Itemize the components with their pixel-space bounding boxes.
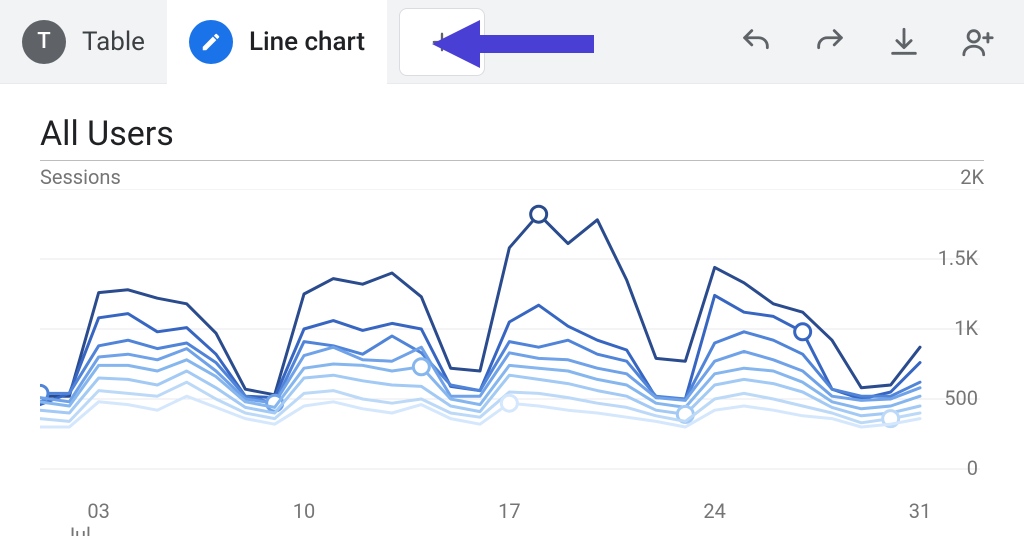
person-add-icon [961, 25, 995, 59]
y-tick-label: 500 [944, 386, 978, 410]
redo-button[interactable] [808, 20, 852, 64]
x-tick-label: 10 [293, 499, 315, 523]
y-tick-max: 2K [960, 165, 984, 189]
table-tab-label: Table [82, 27, 145, 57]
title-divider [40, 160, 984, 161]
undo-icon [739, 25, 773, 59]
download-icon [887, 25, 921, 59]
line-tab-badge [189, 20, 233, 64]
y-tick-label: 1.5K [938, 246, 979, 270]
x-tick-label: 17 [498, 499, 520, 523]
y-axis-label: Sessions [40, 165, 121, 189]
line-tab-label: Line chart [249, 27, 365, 57]
tab-bar: T Table Line chart [0, 0, 1024, 84]
y-tick-label: 1K [954, 316, 978, 340]
share-button[interactable] [956, 20, 1000, 64]
table-tab-badge: T [22, 20, 66, 64]
redo-icon [813, 25, 847, 59]
chart-svg: 0 500 1K 1.5K [40, 189, 980, 489]
download-button[interactable] [882, 20, 926, 64]
chart-panel: All Users Sessions 2K 05001K1.5K 0310172… [0, 84, 1024, 499]
add-tab-button[interactable] [399, 8, 485, 76]
chart-title: All Users [40, 114, 984, 154]
x-tick-label: 24 [703, 499, 725, 523]
line-chart: 05001K1.5K 0310172431 Jul [40, 189, 980, 489]
x-axis-month: Jul [64, 523, 91, 536]
undo-button[interactable] [734, 20, 778, 64]
table-tab-letter: T [37, 29, 50, 54]
y-tick-label: 0 [967, 456, 978, 480]
toolbar-actions [734, 0, 1014, 84]
x-tick-label: 03 [87, 499, 109, 523]
plus-icon [428, 28, 456, 56]
pencil-icon [200, 31, 222, 53]
tab-table[interactable]: T Table [0, 0, 167, 84]
tab-line-chart[interactable]: Line chart [167, 0, 387, 84]
x-tick-label: 31 [909, 499, 931, 523]
